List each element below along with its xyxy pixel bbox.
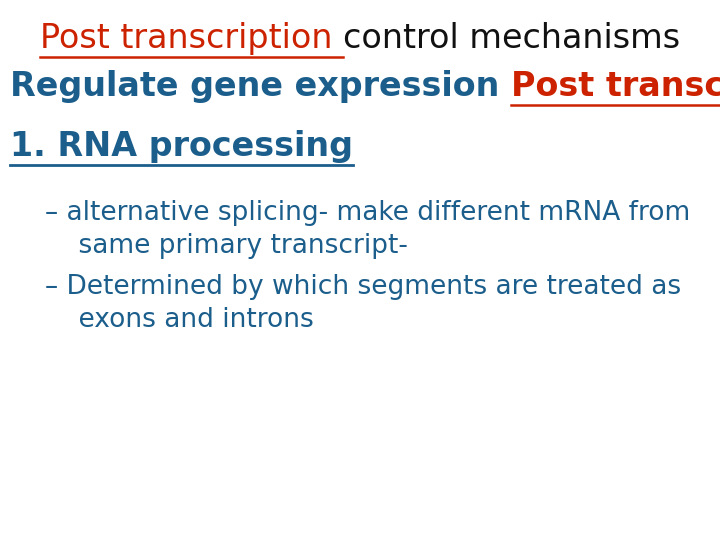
Text: – alternative splicing- make different mRNA from: – alternative splicing- make different m…	[45, 200, 690, 226]
Text: – Determined by which segments are treated as: – Determined by which segments are treat…	[45, 274, 681, 300]
Text: Post transcription: Post transcription	[40, 22, 343, 55]
Text: Regulate gene expression: Regulate gene expression	[10, 70, 511, 103]
Text: Post transcription :: Post transcription :	[511, 70, 720, 103]
Text: exons and introns: exons and introns	[45, 307, 314, 333]
Text: same primary transcript-: same primary transcript-	[45, 233, 408, 259]
Text: control mechanisms: control mechanisms	[343, 22, 680, 55]
Text: 1. RNA processing: 1. RNA processing	[10, 130, 353, 163]
